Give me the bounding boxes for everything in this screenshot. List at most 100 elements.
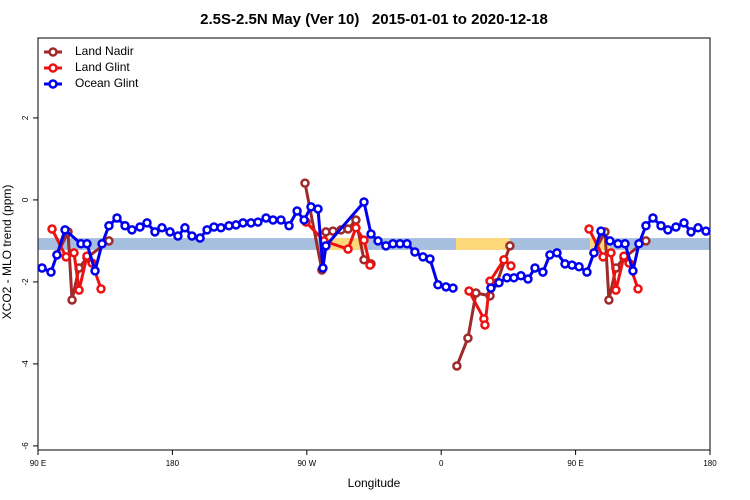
- data-point: [318, 263, 328, 273]
- data-point: [321, 241, 331, 251]
- data-point: [351, 223, 361, 233]
- data-point: [448, 283, 458, 293]
- data-point: [523, 274, 533, 284]
- data-point: [165, 227, 175, 237]
- data-point: [410, 247, 420, 257]
- data-point: [82, 239, 92, 249]
- plot-frame: [37, 37, 711, 451]
- data-point: [359, 235, 369, 245]
- data-point: [538, 267, 548, 277]
- data-point: [343, 244, 353, 254]
- data-point: [494, 277, 504, 288]
- data-point: [69, 248, 79, 258]
- legend-marker: [48, 47, 58, 57]
- data-point: [463, 333, 473, 343]
- data-point: [96, 284, 106, 294]
- y-tick-label: 2: [21, 115, 30, 120]
- data-point: [499, 255, 509, 265]
- band-highlight: [455, 238, 510, 250]
- data-point: [663, 225, 673, 235]
- x-tick-label: 90 E: [567, 459, 583, 468]
- series-line: [55, 182, 647, 367]
- data-point: [37, 263, 47, 273]
- data-point: [701, 226, 711, 236]
- data-point: [90, 266, 100, 276]
- data-point: [343, 224, 353, 234]
- data-point: [268, 215, 278, 225]
- data-point: [104, 221, 114, 231]
- data-point: [52, 250, 62, 260]
- data-point: [486, 283, 496, 293]
- data-point: [516, 271, 526, 281]
- data-point: [142, 218, 152, 228]
- data-point: [648, 213, 658, 223]
- data-point: [365, 260, 375, 270]
- data-point: [506, 261, 516, 271]
- data-point: [634, 239, 644, 249]
- x-tick-label: 90 E: [30, 459, 46, 468]
- data-point: [195, 233, 205, 243]
- data-point: [530, 263, 540, 273]
- reference-band: [38, 238, 710, 250]
- data-point: [402, 239, 412, 249]
- data-point: [299, 215, 309, 225]
- data-point: [216, 223, 226, 233]
- x-tick-label: 90 W: [297, 459, 316, 468]
- data-point: [284, 221, 294, 231]
- legend-marker: [48, 79, 58, 89]
- data-point: [187, 231, 197, 241]
- data-point: [605, 236, 615, 246]
- data-point: [61, 252, 71, 262]
- data-point: [628, 266, 638, 276]
- data-point: [135, 222, 145, 232]
- data-point: [620, 239, 630, 249]
- y-tick-label: -2: [21, 278, 30, 286]
- data-point: [47, 224, 57, 234]
- data-point: [373, 236, 383, 246]
- data-point: [452, 361, 462, 371]
- data-point: [641, 221, 651, 231]
- legend-marker: [48, 63, 58, 73]
- data-point: [693, 223, 703, 233]
- data-point: [584, 224, 594, 234]
- data-point: [611, 285, 621, 295]
- data-point: [46, 267, 56, 277]
- data-point: [359, 197, 369, 207]
- data-point: [120, 221, 130, 231]
- data-point: [574, 262, 584, 272]
- data-point: [112, 213, 122, 223]
- legend-label: Land Nadir: [75, 44, 134, 58]
- data-point: [292, 206, 302, 216]
- y-tick-label: 0: [21, 197, 30, 202]
- data-point: [351, 215, 361, 225]
- data-point: [433, 280, 443, 290]
- data-point: [97, 239, 107, 249]
- data-point: [596, 226, 606, 236]
- data-point: [505, 241, 515, 251]
- x-tick-label: 180: [166, 459, 180, 468]
- data-point: [313, 204, 323, 214]
- data-point: [253, 217, 263, 227]
- data-point: [671, 222, 681, 232]
- data-point: [300, 178, 310, 188]
- data-point: [589, 248, 599, 258]
- data-point: [150, 227, 160, 237]
- data-point: [60, 225, 70, 235]
- y-tick-label: -6: [21, 442, 30, 450]
- x-tick-label: 180: [703, 459, 717, 468]
- data-point: [552, 248, 562, 258]
- data-point: [366, 229, 376, 239]
- legend-label: Land Glint: [75, 60, 130, 74]
- chart-title: 2.5S-2.5N May (Ver 10) 2015-01-01 to 202…: [200, 11, 548, 28]
- data-point: [74, 285, 84, 295]
- data-point: [173, 231, 183, 241]
- data-point: [238, 218, 248, 228]
- data-point: [656, 221, 666, 231]
- data-point: [582, 267, 592, 277]
- x-axis-label: Longitude: [348, 476, 401, 490]
- data-point: [480, 320, 490, 330]
- band-highlight: [325, 238, 366, 250]
- data-point: [180, 223, 190, 233]
- data-point: [157, 223, 167, 233]
